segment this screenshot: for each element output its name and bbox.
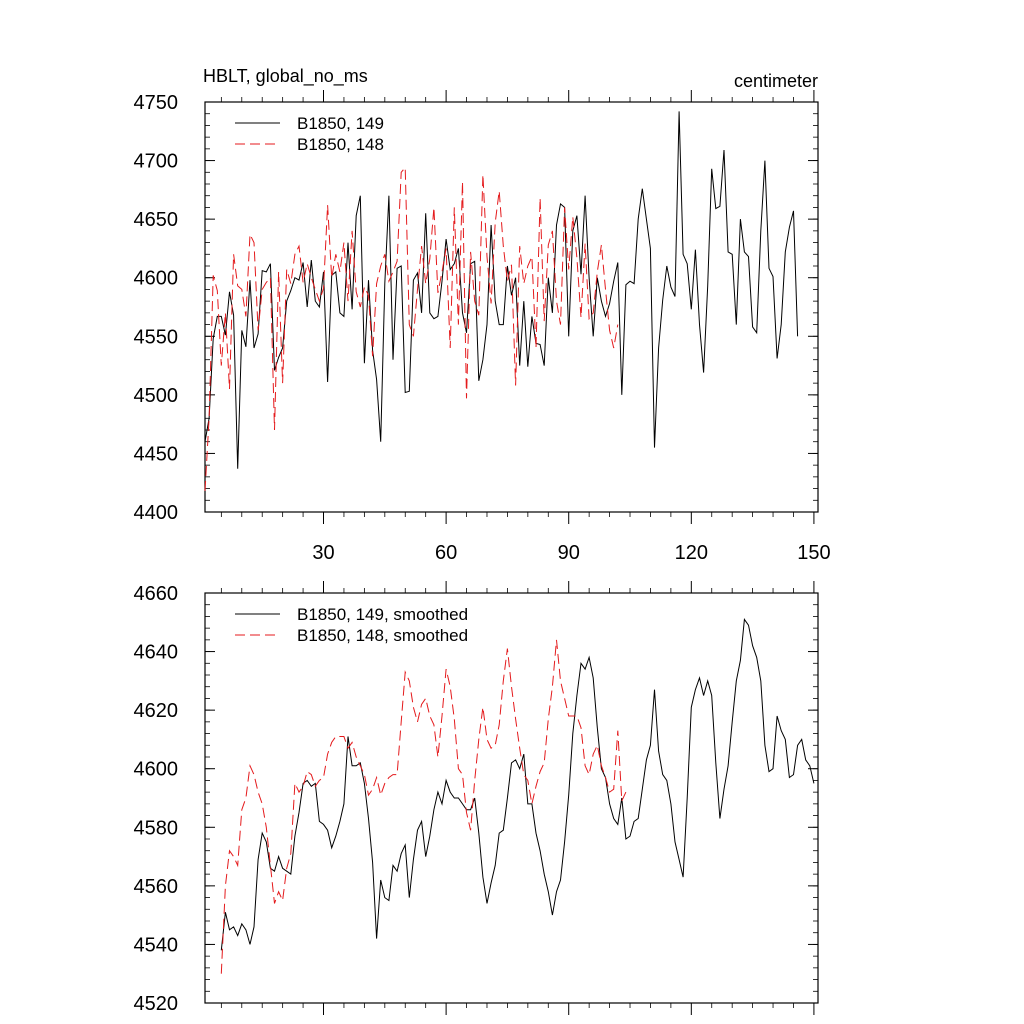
series-line-2	[204, 166, 619, 491]
chart-title-right: centimeter	[734, 71, 818, 91]
y-tick-label: 4400	[134, 502, 179, 524]
legend-label-2: B1850, 148, smoothed	[297, 626, 468, 645]
x-tick-label: 60	[435, 542, 457, 564]
y-tick-label: 4640	[134, 642, 179, 664]
y-tick-label: 4560	[134, 876, 179, 898]
legend-label-1: B1850, 149, smoothed	[297, 605, 468, 624]
y-tick-label: 4600	[134, 759, 179, 781]
plot-frame	[204, 101, 819, 513]
series-line-1	[220, 618, 815, 951]
x-tick-label: 90	[558, 542, 580, 564]
x-tick-label: 120	[675, 542, 708, 564]
legend-label-2: B1850, 148	[297, 135, 384, 154]
y-tick-label: 4660	[134, 583, 179, 605]
legend-label-1: B1850, 149	[297, 114, 384, 133]
y-tick-label: 4520	[134, 993, 179, 1015]
top-panel: 4400 4450 4500 4550 4600 4650 4700 4750 30 60 90 12…	[134, 90, 831, 564]
series-line-2	[220, 639, 627, 974]
y-tick-label: 4540	[134, 934, 179, 956]
y-tick-label: 4550	[134, 326, 179, 348]
y-tick-label: 4500	[134, 385, 179, 407]
y-tick-label: 4750	[134, 92, 179, 114]
y-tick-label: 4450	[134, 443, 179, 465]
y-tick-label: 4580	[134, 817, 179, 839]
chart-title-left: HBLT, global_no_ms	[203, 66, 368, 87]
y-tick-label: 4600	[134, 268, 179, 290]
y-tick-label: 4650	[134, 209, 179, 231]
y-tick-label: 4620	[134, 700, 179, 722]
bottom-panel: 4520 4540 4560 4580 4600 4620 4640 4660 B1850, 1…	[134, 581, 819, 1015]
y-tick-label: 4700	[134, 151, 179, 173]
x-tick-label: 30	[312, 542, 334, 564]
plot-frame	[204, 592, 819, 1004]
series-line-1	[204, 111, 799, 469]
x-tick-label: 150	[797, 542, 830, 564]
